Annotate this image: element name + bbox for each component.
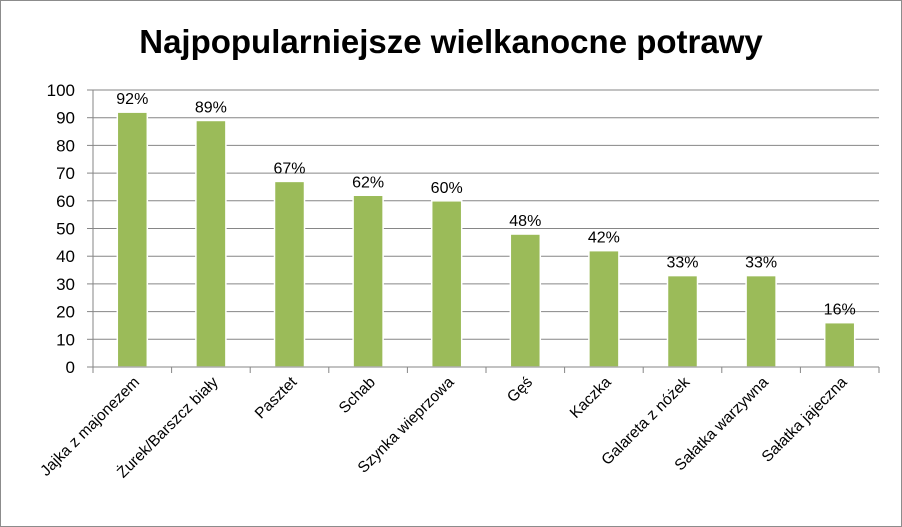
data-label: 62% <box>352 174 384 191</box>
category-label: Pasztet <box>252 373 301 422</box>
y-tick-label: 60 <box>56 192 75 211</box>
bar <box>273 180 306 368</box>
y-tick-label: 0 <box>66 358 75 377</box>
y-tick-label: 90 <box>56 109 75 128</box>
y-tick-label: 80 <box>56 136 75 155</box>
bar <box>509 233 542 368</box>
bar <box>823 321 856 368</box>
y-tick-label: 70 <box>56 164 75 183</box>
y-tick-label: 100 <box>47 81 75 100</box>
y-tick-label: 40 <box>56 247 75 266</box>
y-tick-labels: 0 10 20 30 40 50 60 70 80 90 100 <box>47 81 75 377</box>
chart-title: Najpopularniejsze wielkanocne potrawy <box>139 23 763 60</box>
axes <box>87 89 880 373</box>
category-label: Sałatka jajeczna <box>759 374 851 466</box>
category-label: Gęś <box>504 374 536 406</box>
data-label: 60% <box>431 180 463 197</box>
data-label: 33% <box>745 255 777 272</box>
bar <box>430 200 463 368</box>
y-tick-label: 50 <box>56 220 75 239</box>
bar <box>666 274 699 368</box>
category-label: Kaczka <box>567 374 615 422</box>
y-tick-label: 30 <box>56 275 75 294</box>
data-label: 89% <box>195 99 227 116</box>
y-tick-label: 10 <box>56 330 75 349</box>
bar <box>352 194 384 368</box>
bar <box>588 249 620 368</box>
data-label: 42% <box>588 230 620 247</box>
data-label: 67% <box>273 160 305 177</box>
y-tick-label: 20 <box>56 303 75 322</box>
bar <box>195 119 227 368</box>
bar <box>116 111 149 368</box>
data-labels: 92% 89% 67% 62% 60% 48% 42% 33% 33% 16% <box>116 91 855 319</box>
data-label: 92% <box>116 91 148 108</box>
category-label: Schab <box>336 374 379 417</box>
data-label: 33% <box>666 255 698 272</box>
bars <box>116 111 856 368</box>
bar <box>745 274 777 368</box>
data-label: 48% <box>509 213 541 230</box>
data-label: 16% <box>824 302 856 319</box>
